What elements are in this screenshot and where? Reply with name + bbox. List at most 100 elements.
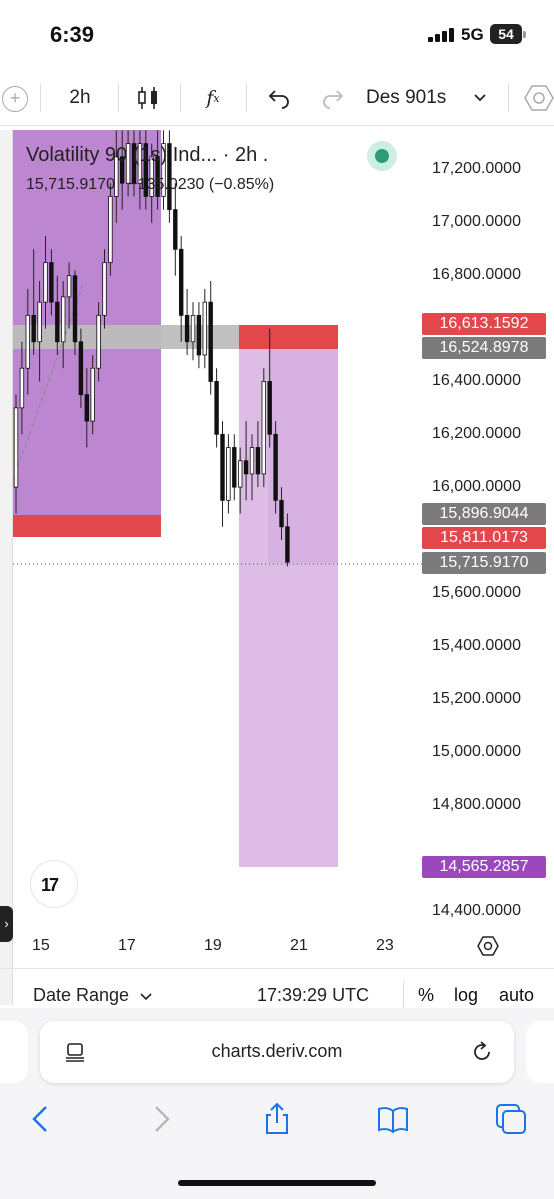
price-change: −135.0230 (128, 176, 205, 193)
candle-body (37, 301, 42, 343)
drawing-tool-selector[interactable]: Des 901s (366, 87, 447, 108)
y-axis-label: 17,200.0000 (432, 160, 521, 177)
forward-icon[interactable] (144, 1102, 178, 1136)
candle-body (96, 314, 101, 369)
bottom-bar-divider (403, 981, 404, 1007)
expand-panel-handle[interactable]: › (0, 906, 13, 942)
candlestick-chart[interactable] (13, 130, 554, 1005)
candle-body (131, 143, 137, 184)
candle-body (178, 248, 184, 316)
candle-body (173, 209, 178, 250)
y-axis-label: 15,400.0000 (432, 637, 521, 654)
network-label: 5G (461, 25, 484, 44)
price-tag: 16,613.1592 (422, 313, 546, 335)
y-axis-label: 14,800.0000 (432, 796, 521, 813)
candle-body (255, 447, 261, 475)
toolbar-divider (118, 84, 119, 112)
toolbar-divider (246, 84, 247, 112)
toolbar-divider (508, 84, 509, 112)
share-icon[interactable] (260, 1102, 294, 1136)
chevron-down-icon[interactable] (470, 84, 490, 112)
candlestick-icon[interactable] (134, 84, 162, 112)
browser-toolbar: charts.deriv.com (0, 1008, 554, 1199)
tabs-icon[interactable] (494, 1102, 528, 1136)
candles-group (13, 130, 290, 567)
percent-scale-toggle[interactable]: % (418, 985, 435, 1005)
interval-button[interactable]: 2h (69, 87, 91, 108)
candle-body (72, 275, 78, 343)
x-axis-label: 17 (118, 937, 136, 954)
chart-left-gutter (0, 130, 12, 1005)
price-tag: 15,811.0173 (422, 527, 546, 549)
chevron-down-icon (140, 993, 152, 1001)
url-text: charts.deriv.com (211, 1041, 343, 1061)
price-tag: 15,896.9044 (422, 503, 546, 525)
date-range-label: Date Range (33, 985, 130, 1005)
candle-body (108, 196, 113, 263)
candle-body (267, 381, 272, 435)
live-status-icon (367, 141, 397, 171)
redo-icon[interactable] (318, 84, 348, 112)
chart-area[interactable] (12, 130, 554, 1005)
date-range-button[interactable]: Date Range (33, 985, 152, 1006)
zone-light-purple (239, 349, 338, 867)
reload-icon[interactable] (470, 1040, 494, 1064)
undo-icon[interactable] (264, 84, 294, 112)
candle-body (43, 262, 48, 303)
tradingview-logo[interactable]: 17 (30, 860, 78, 908)
candle-body (61, 296, 66, 343)
candle-body (55, 301, 60, 343)
back-icon[interactable] (24, 1102, 58, 1136)
candle-body (155, 156, 160, 197)
candle-body (261, 381, 266, 475)
candle-body (279, 499, 284, 528)
price-change-pct: (−0.85%) (208, 176, 275, 193)
price-change-readout: 15,715.9170 −135.0230 (−0.85%) (26, 176, 274, 194)
candle-body (149, 156, 154, 197)
bookmarks-icon[interactable] (376, 1102, 410, 1136)
candle-body (214, 381, 219, 435)
y-axis-label: 14,400.0000 (432, 902, 521, 919)
settings-hex-icon[interactable] (524, 84, 554, 112)
symbol-title[interactable]: Volatility 90 (1s) Ind... · 2h . (26, 144, 269, 166)
candle-body (226, 447, 231, 501)
auto-scale-toggle[interactable]: auto (499, 985, 535, 1005)
candle-body (285, 526, 290, 563)
utc-clock[interactable]: 17:39:29 UTC (257, 985, 370, 1005)
price-tag: 15,715.9170 (422, 552, 546, 574)
candle-body (19, 367, 25, 409)
candle-body (31, 314, 36, 343)
y-axis-label: 16,400.0000 (432, 372, 521, 389)
toolbar-divider (180, 84, 181, 112)
candle-body (90, 367, 95, 422)
y-axis-label: 16,000.0000 (432, 478, 521, 495)
x-axis-label: 23 (376, 937, 394, 954)
axis-settings-icon[interactable] (477, 935, 499, 957)
candle-body (143, 143, 148, 197)
candle-body (13, 407, 19, 488)
price-tag: 14,565.2857 (422, 856, 546, 878)
previous-tab-preview[interactable] (0, 1021, 28, 1083)
chart-bottom-bar: Date Range 17:39:29 UTC % log auto (0, 968, 554, 1010)
candle-body (102, 262, 107, 316)
battery-icon: 54 (490, 24, 526, 44)
candle-body (237, 460, 243, 488)
zone-gray (13, 325, 239, 349)
candle-body (114, 156, 119, 197)
candle-body (184, 314, 190, 343)
candle-body (66, 275, 72, 298)
home-indicator (178, 1180, 376, 1186)
address-bar[interactable]: charts.deriv.com (40, 1021, 514, 1083)
zone-red-right (239, 325, 338, 349)
x-axis-label: 15 (32, 937, 50, 954)
price-tag: 16,524.8978 (422, 337, 546, 359)
log-scale-toggle[interactable]: log (454, 985, 479, 1005)
last-price: 15,715.9170 (26, 176, 115, 193)
reader-icon[interactable] (64, 1041, 86, 1063)
candle-body (190, 314, 196, 343)
add-circle-icon[interactable]: + (2, 86, 28, 112)
next-tab-preview[interactable] (526, 1021, 554, 1083)
x-axis-label: 19 (204, 937, 222, 954)
